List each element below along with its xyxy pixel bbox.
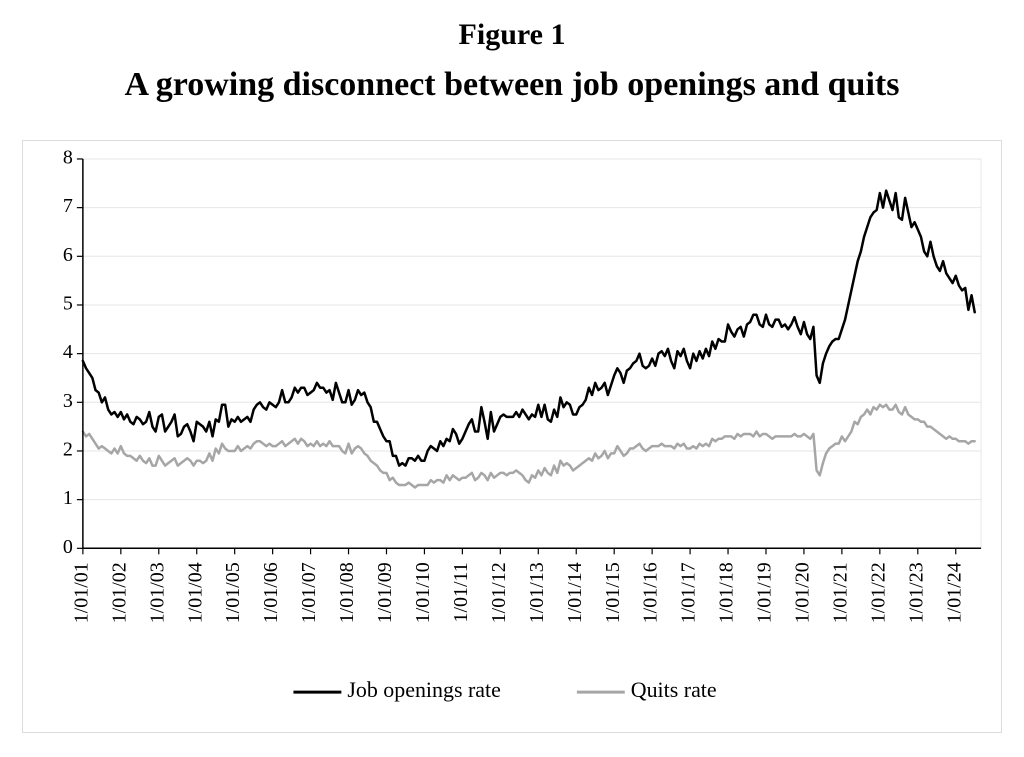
y-tick-label: 6 <box>63 244 73 266</box>
x-tick-label: 1/01/23 <box>905 562 927 623</box>
y-tick-label: 5 <box>63 293 73 315</box>
y-tick-label: 3 <box>63 390 73 412</box>
x-tick-label: 1/01/18 <box>716 562 738 623</box>
x-tick-label: 1/01/10 <box>412 562 434 623</box>
y-tick-label: 7 <box>63 195 73 217</box>
x-tick-label: 1/01/11 <box>450 562 472 622</box>
x-tick-label: 1/01/15 <box>602 562 624 623</box>
figure-title: A growing disconnect between job opening… <box>0 66 1024 104</box>
figure-header: Figure 1 A growing disconnect between jo… <box>0 0 1024 104</box>
chart-frame: 0 1 2 3 4 5 6 7 8 1/01/01 1/01/02 1/01/03 1/01/04 1/0… <box>22 140 1002 733</box>
x-tick-label: 1/01/13 <box>526 562 548 623</box>
x-tick-label: 1/01/05 <box>222 562 244 623</box>
x-tick-label: 1/01/03 <box>146 562 168 623</box>
x-tick-label: 1/01/19 <box>754 562 776 623</box>
x-tick-label: 1/01/09 <box>374 562 396 623</box>
legend-label: Job openings rate <box>347 677 501 702</box>
x-tick-label: 1/01/07 <box>298 562 320 623</box>
figure-number: Figure 1 <box>0 18 1024 52</box>
x-tick-label: 1/01/14 <box>564 562 586 623</box>
x-tick-label: 1/01/04 <box>184 562 206 623</box>
y-tick-label: 1 <box>63 487 73 509</box>
x-tick-label: 1/01/16 <box>640 562 662 623</box>
x-tick-label: 1/01/24 <box>943 562 965 623</box>
x-tick-label: 1/01/21 <box>829 562 851 623</box>
x-tick-label: 1/01/01 <box>70 562 92 623</box>
y-tick-label: 8 <box>63 147 73 169</box>
x-tick-label: 1/01/22 <box>867 562 889 623</box>
series-line-0 <box>83 191 975 466</box>
x-tick-label: 1/01/02 <box>108 562 130 623</box>
legend-label: Quits rate <box>631 677 717 702</box>
x-tick-label: 1/01/20 <box>792 562 814 623</box>
x-tick-label: 1/01/17 <box>678 562 700 623</box>
figure-container: { "figure": { "number_label": "Figure 1"… <box>0 0 1024 757</box>
x-tick-label: 1/01/08 <box>336 562 358 623</box>
x-tick-label: 1/01/12 <box>488 562 510 623</box>
chart-svg: 0 1 2 3 4 5 6 7 8 1/01/01 1/01/02 1/01/03 1/01/04 1/0… <box>23 141 1001 732</box>
y-tick-label: 0 <box>63 536 73 558</box>
x-tick-label: 1/01/06 <box>260 562 282 623</box>
y-tick-label: 4 <box>63 341 73 363</box>
y-tick-label: 2 <box>63 439 73 461</box>
